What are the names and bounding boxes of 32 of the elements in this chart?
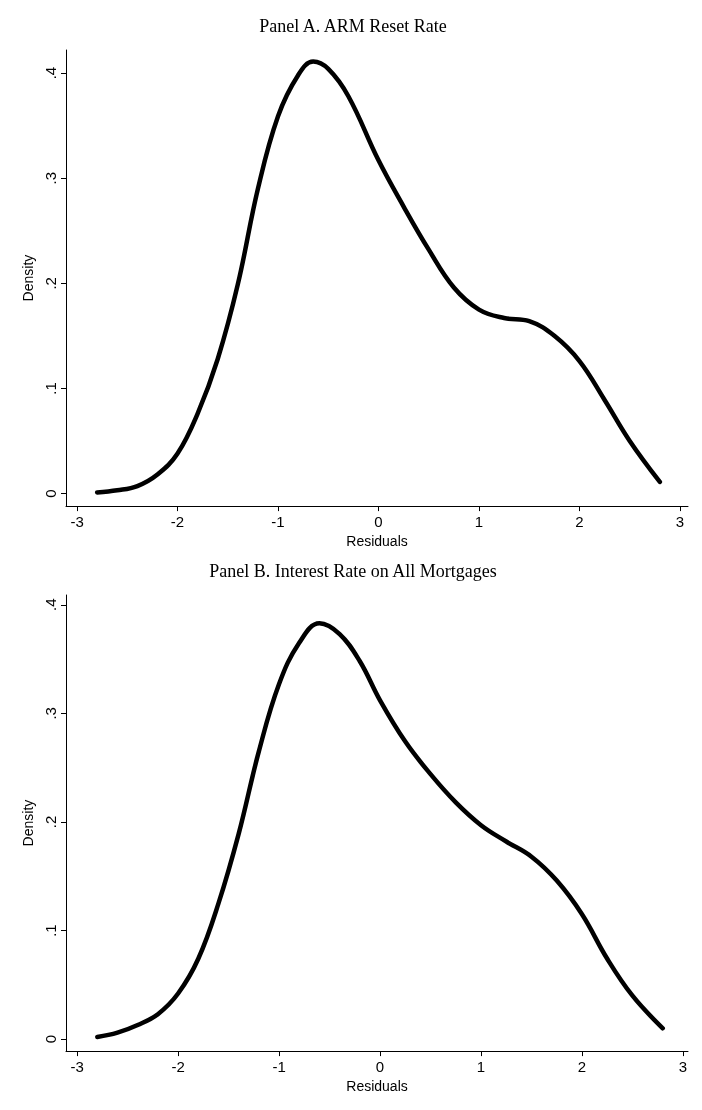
chart-title: Panel A. ARM Reset Rate xyxy=(259,16,447,36)
x-tick-label: -1 xyxy=(271,513,285,531)
x-tick-label: 0 xyxy=(374,513,383,531)
x-tick-label: 1 xyxy=(476,1058,486,1076)
y-tick-label: .4 xyxy=(42,66,59,80)
x-tick-label: 2 xyxy=(577,1058,587,1076)
y-tick-label: .4 xyxy=(42,598,59,612)
x-tick-label: -3 xyxy=(70,1058,84,1076)
x-axis-title: Residuals xyxy=(346,1078,408,1094)
x-axis-title: Residuals xyxy=(346,533,408,549)
x-tick-label: 2 xyxy=(575,513,584,531)
x-tick-label: 0 xyxy=(375,1058,385,1076)
line-series xyxy=(94,59,663,495)
x-tick-label: -1 xyxy=(272,1058,286,1076)
y-axis-title: Density xyxy=(20,799,37,847)
x-tick-label: -3 xyxy=(70,513,84,531)
x-tick-label: -2 xyxy=(171,1058,185,1076)
y-tick-label: .2 xyxy=(42,815,59,829)
line-series xyxy=(95,620,666,1040)
x-tick-label: -2 xyxy=(170,513,185,531)
y-tick-label: .1 xyxy=(42,382,59,395)
y-tick-label: .1 xyxy=(42,924,59,937)
x-tick-label: 1 xyxy=(474,513,484,531)
x-tick-label: 3 xyxy=(678,1058,688,1076)
chart-title: Panel B. Interest Rate on All Mortgages xyxy=(209,561,497,581)
y-tick-label: .3 xyxy=(42,707,59,720)
y-tick-label: .3 xyxy=(42,171,59,185)
y-tick-label: 0 xyxy=(42,489,59,498)
y-tick-label: .2 xyxy=(42,277,59,290)
x-tick-label: 3 xyxy=(675,513,685,531)
y-tick-label: 0 xyxy=(42,1034,59,1044)
y-axis-title: Density xyxy=(20,254,37,302)
